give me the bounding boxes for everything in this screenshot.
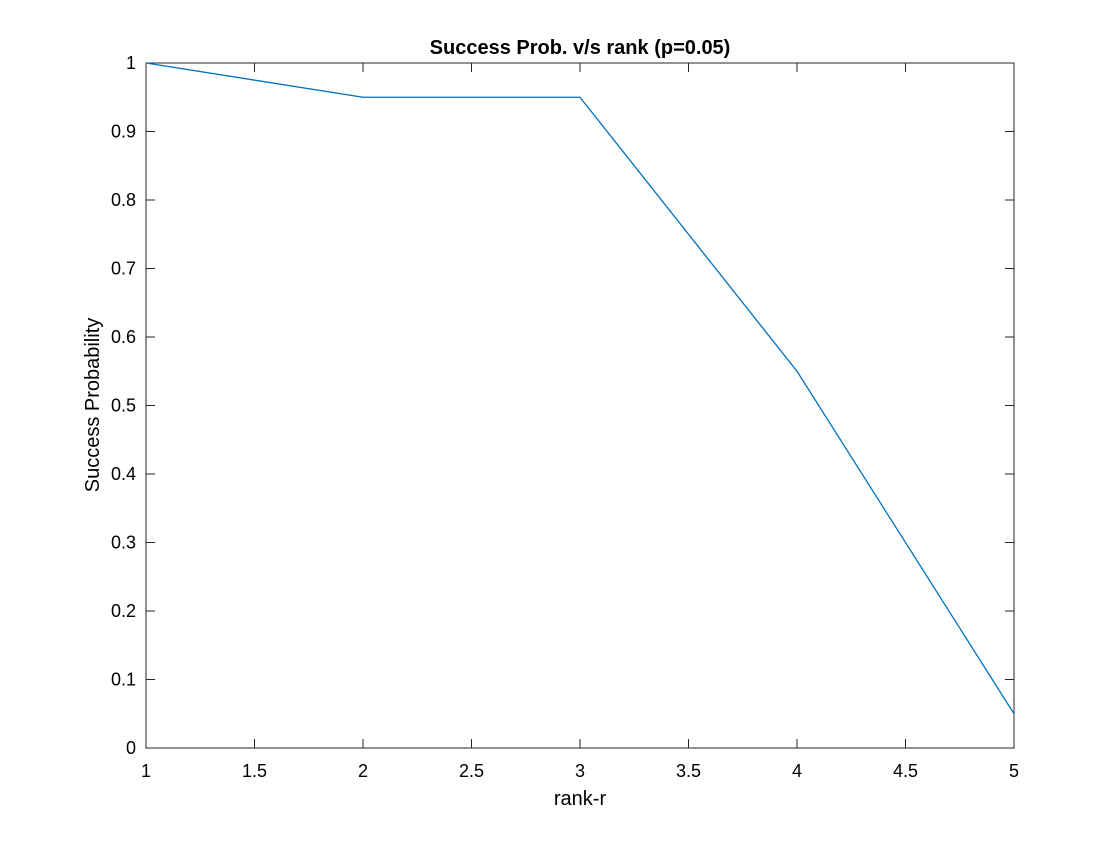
chart-title: Success Prob. v/s rank (p=0.05) [430, 37, 731, 59]
data-point [796, 370, 798, 372]
data-point [362, 96, 364, 98]
x-tick-label: 1 [141, 761, 151, 781]
x-tick-label: 2 [358, 761, 368, 781]
x-axis-ticks: 1 1.5 2 2.5 3 3.5 4 4.5 5 [141, 63, 1019, 781]
y-tick-label: 0.5 [111, 396, 136, 416]
y-tick-label: 0.9 [111, 122, 136, 142]
y-tick-label: 1 [126, 53, 136, 73]
x-tick-label: 3 [575, 761, 585, 781]
x-tick-label: 1.5 [242, 761, 267, 781]
y-tick-label: 0.2 [111, 601, 136, 621]
data-point [145, 62, 147, 64]
x-axis-label: rank-r [554, 788, 607, 810]
series-layer [145, 62, 1015, 715]
x-tick-label: 4 [792, 761, 802, 781]
x-tick-label: 5 [1009, 761, 1019, 781]
x-tick-label: 4.5 [893, 761, 918, 781]
x-tick-label: 2.5 [459, 761, 484, 781]
y-tick-label: 0.7 [111, 259, 136, 279]
y-tick-label: 0.8 [111, 190, 136, 210]
y-axis-ticks: 0 0.1 0.2 0.3 0.4 0.5 0.6 0.7 0.8 0.9 1 [111, 53, 1014, 758]
y-tick-label: 0.3 [111, 533, 136, 553]
y-tick-label: 0.6 [111, 327, 136, 347]
x-tick-label: 3.5 [676, 761, 701, 781]
y-tick-label: 0 [126, 738, 136, 758]
y-tick-label: 0.4 [111, 464, 136, 484]
y-axis-label: Success Probability [82, 318, 104, 493]
y-tick-label: 0.1 [111, 670, 136, 690]
data-point [579, 96, 581, 98]
data-point [1013, 713, 1015, 715]
